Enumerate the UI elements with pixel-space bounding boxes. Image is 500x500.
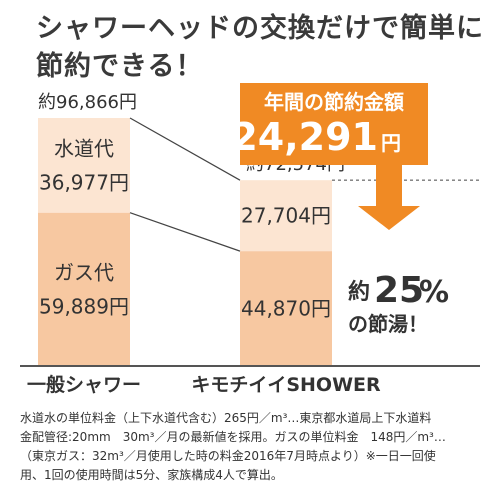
callout-amount: 24,291 [231,115,378,159]
callout-title: 年間の節約金額 [264,90,404,114]
bar-value-label: ガス代 [54,260,114,284]
badge-suffix: の節湯！ [348,312,428,336]
bar-segment-gas [38,212,130,366]
callout-box [240,83,428,165]
connector-line [129,212,241,252]
bar-segment-water [38,118,130,213]
bar-value-label: 水道代 [54,136,114,160]
bar-value-label: 44,870円 [241,297,331,321]
footnote: 水道水の単位料金（上下水道代含む）265円／m³…東京都水道局上下水道料 金配管… [20,409,485,485]
badge-unit: % [419,275,449,310]
callout-arrow [358,165,420,230]
headline-line-1: シャワーヘッドの交換だけで簡単に [36,13,484,44]
callout-unit: 円 [381,131,401,155]
category-label: 一般シャワー [27,373,141,396]
badge-value: 25 [374,270,424,311]
badge-prefix: 約 [348,279,370,305]
headline-line-2: 節約できる！ [36,51,204,82]
bar-value-label: 36,977円 [39,170,129,194]
total-label: 約96,866円 [38,92,137,113]
connector-line [129,117,241,181]
footnote-line: （東京ガス：32m³／月使用した時の料金2016年7月時点より）※一日一回使 [20,449,436,463]
footnote-line: 用、1回の使用時間は5分、家族構成4人で算出。 [20,468,283,482]
bar-segment-gas [240,251,332,366]
bar-value-label: 27,704円 [241,204,331,228]
bar-segment-water [240,180,332,252]
bar-value-label: 59,889円 [39,294,129,318]
footnote-line: 金配管径:20mm 30m³／月の最新値を採用。ガスの単位料金 148円／m³… [20,430,446,444]
footnote-line: 水道水の単位料金（上下水道代含む）265円／m³…東京都水道局上下水道料 [20,411,432,425]
category-label: キモチイイSHOWER [191,374,381,396]
